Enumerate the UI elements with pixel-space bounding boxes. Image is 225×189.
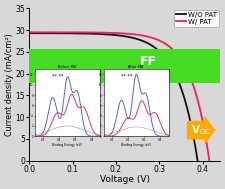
W/ PAT	[128, 33, 130, 35]
FancyArrow shape	[0, 50, 225, 82]
Line: W/ PAT: W/ PAT	[29, 32, 209, 160]
W/O PAT	[125, 36, 128, 38]
X-axis label: Voltage (V): Voltage (V)	[100, 175, 150, 184]
Y-axis label: Current density (mA/cm²): Current density (mA/cm²)	[5, 33, 14, 136]
Legend: W/O PAT, W/ PAT: W/O PAT, W/ PAT	[174, 10, 219, 27]
W/ PAT	[115, 32, 117, 34]
W/ PAT	[28, 31, 31, 33]
W/ PAT	[208, 159, 211, 162]
W/ PAT	[122, 32, 125, 35]
Text: V$_{OC}$: V$_{OC}$	[191, 123, 212, 137]
FancyArrow shape	[188, 117, 214, 143]
W/O PAT	[159, 51, 162, 54]
W/O PAT	[28, 32, 31, 34]
W/O PAT	[79, 32, 82, 35]
W/O PAT	[121, 35, 124, 37]
W/ PAT	[169, 46, 171, 48]
W/ PAT	[83, 31, 86, 33]
W/O PAT	[196, 159, 199, 162]
W/ PAT	[132, 33, 135, 35]
W/O PAT	[109, 33, 112, 36]
Text: FF: FF	[140, 55, 157, 68]
Line: W/O PAT: W/O PAT	[29, 33, 198, 160]
W/O PAT	[116, 34, 119, 36]
